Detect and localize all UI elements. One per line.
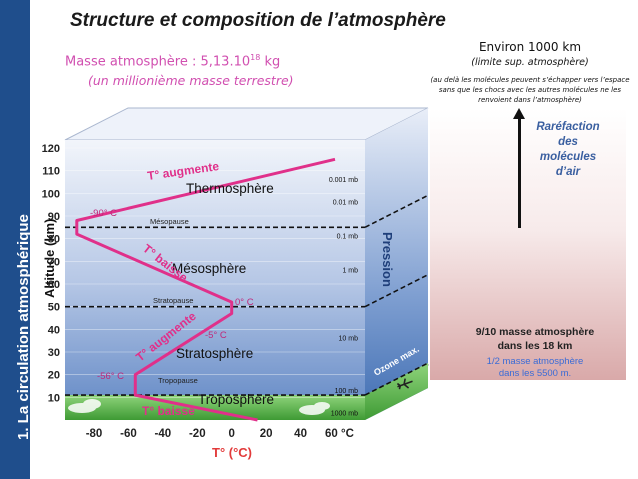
y-tick-label: 40 [48,324,60,336]
rarefaction-line-2: des [558,136,578,148]
pause-line-side-11 [364,362,429,396]
airplane-icon [396,378,413,390]
rarefaction-line-3: molécules [539,151,597,163]
box-top [64,107,429,141]
tropopause-label: Tropopause [158,376,198,385]
pressure-level-label: 0.1 mb [337,234,359,241]
pressure-level-label: 10 mb [339,336,359,343]
mass-label-text: Masse atmosphère : 5,13.10 [65,54,251,70]
pressure-level-label: 0.001 mb [329,177,358,184]
pause-line-side-85 [364,194,429,229]
layer-mesosphere: Mésosphère [172,261,246,276]
rarefaction-panel [430,108,626,380]
y-tick-label: 70 [48,256,60,268]
cloud-icon [68,399,330,415]
x-tick-label: 0 [229,428,235,440]
pressure-level-label: 1000 mb [331,410,358,417]
y-axis-ticks: 10 20 30 40 50 60 70 80 90 100 110 120 [42,143,60,404]
half-mass-line-1: 1/2 masse atmosphère [486,356,584,367]
layer-troposphere: Troposphère [198,392,274,407]
ground-side [365,363,428,420]
temp-label-mesopause: -90° C [90,208,117,219]
x-axis-ticks: -80 -60 -40 -20 0 20 40 60 °C [86,428,354,440]
x-tick-label: -40 [155,428,172,440]
mass-label: Masse atmosphère : 5,13.1018 kg [65,53,280,69]
x-tick-label: 40 [294,428,307,440]
pressure-level-label: 100 mb [335,388,358,395]
y-tick-label: 120 [42,143,60,155]
x-axis-title: T° (°C) [212,445,252,460]
temperature-profile-line [75,157,336,422]
y-tick-label: 80 [48,234,60,246]
page-title: Structure et composition de l’atmosphère [70,10,446,31]
x-tick-label: -60 [120,428,137,440]
up-arrow-shaft [518,118,521,228]
rarefaction-line-4: d’air [555,166,581,178]
top-limit-sub: (limite sup. atmosphère) [471,57,589,68]
layer-thermosphere: Thermosphère [186,181,274,196]
mass-unit: kg [260,54,281,70]
x-tick-label: -20 [189,428,206,440]
top-limit-label: Environ 1000 km [478,40,582,54]
x-tick-label: 20 [260,428,273,440]
y-tick-label: 20 [48,370,60,382]
rarefaction-line-1: Raréfaction [536,121,600,133]
x-tick-label: 60 °C [325,428,354,440]
y-tick-label: 60 [48,279,60,291]
stratopause-label: Stratopause [153,296,193,305]
nine-tenths-line-1: 9/10 masse atmosphère [475,326,595,338]
box-side [365,108,428,420]
pause-line-side-50 [364,273,429,308]
nine-tenths-line-2: dans les 18 km [497,340,573,352]
half-mass-label: 1/2 masse atmosphère dans les 5500 m. [455,356,615,380]
y-tick-label: 50 [48,302,60,314]
x-tick-label: -80 [86,428,103,440]
mass-exponent: 18 [250,53,261,62]
pressure-level-label: 0.01 mb [333,200,358,207]
pressure-label: Pression [380,232,395,287]
y-tick-label: 10 [48,392,60,404]
y-tick-label: 90 [48,211,60,223]
y-tick-label: 110 [42,166,60,178]
nine-tenths-label: 9/10 masse atmosphère dans les 18 km [455,325,615,353]
trend-down-tropo: T° baisse [142,404,195,418]
up-arrow-icon [513,108,525,119]
y-tick-label: 100 [42,188,60,200]
pressure-levels: 0.001 mb 0.01 mb 0.1 mb 1 mb 10 mb 100 mb 1000… [329,177,358,417]
temp-label-stratopause: 0° C [235,297,254,308]
top-limit-note: (au delà les molécules peuvent s’échappe… [430,76,630,104]
mesopause-label: Mésopause [150,217,189,226]
y-tick-label: 30 [48,347,60,359]
mass-note: (un millionième masse terrestre) [88,73,294,88]
rarefaction-label: Raréfaction des molécules d’air [528,120,608,180]
pressure-level-label: 1 mb [342,268,358,275]
temp-label-tropopause: -56° C [97,371,124,382]
temp-label-mid: -5° C [205,330,227,341]
pause-lines [65,194,429,396]
sidebar [0,0,30,479]
half-mass-line-2: dans les 5500 m. [498,368,572,379]
layer-stratosphere: Stratosphère [176,346,253,361]
